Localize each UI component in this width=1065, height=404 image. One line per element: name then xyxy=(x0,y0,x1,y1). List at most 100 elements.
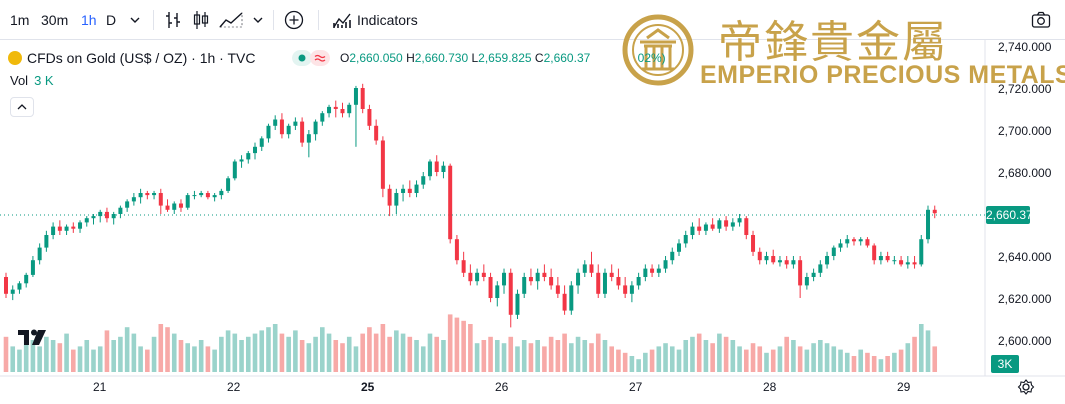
volume-bar xyxy=(64,333,69,372)
candle-body xyxy=(273,119,278,126)
volume-label: Vol xyxy=(10,73,29,88)
delayed-data-icon[interactable] xyxy=(310,50,330,66)
volume-bar xyxy=(367,327,372,372)
candle-body xyxy=(313,121,318,135)
candle-body xyxy=(57,226,62,231)
volume-bar xyxy=(97,346,103,372)
candle-body xyxy=(757,251,762,261)
chevron-down-icon[interactable] xyxy=(247,9,269,31)
interval-1m[interactable]: 1m xyxy=(10,12,30,28)
candle-body xyxy=(125,201,130,208)
candle-body xyxy=(300,121,305,143)
collapse-legend-button[interactable] xyxy=(10,97,34,117)
candle-body xyxy=(804,277,809,286)
candle-body xyxy=(64,226,69,231)
volume-bar xyxy=(232,333,238,372)
interval-30m[interactable]: 30m xyxy=(41,12,69,28)
indicators-button[interactable]: Indicators xyxy=(357,12,418,28)
market-open-indicator-icon[interactable] xyxy=(292,50,312,66)
volume-bar xyxy=(669,346,675,372)
volume-bar xyxy=(488,336,493,372)
candle-body xyxy=(394,193,399,206)
emperio-emblem-icon xyxy=(622,14,694,86)
low-value: 2,659.825 xyxy=(478,51,532,65)
candle-body xyxy=(232,161,237,179)
volume-bar xyxy=(37,346,42,372)
candle-body xyxy=(407,188,412,193)
toolbar-divider xyxy=(273,10,274,30)
add-compare-icon[interactable] xyxy=(283,9,305,31)
volume-bar xyxy=(690,336,695,372)
candles xyxy=(4,83,937,328)
candle-body xyxy=(602,272,607,294)
volume-bar xyxy=(272,324,278,372)
volume-bar xyxy=(844,352,850,372)
volume-bar xyxy=(602,340,608,372)
volume-bar xyxy=(50,340,56,372)
candle-body xyxy=(656,268,661,273)
candle-body xyxy=(414,184,419,193)
candles-icon[interactable] xyxy=(190,9,212,31)
volume-bar xyxy=(306,343,312,372)
interval-1h[interactable]: 1h xyxy=(81,12,97,28)
toolbar-divider xyxy=(318,10,319,30)
chevron-down-icon[interactable] xyxy=(124,9,146,31)
volume-bar xyxy=(225,330,231,372)
volume-bar xyxy=(555,340,561,372)
time-tick: 28 xyxy=(763,380,777,394)
volume-bar xyxy=(616,349,621,372)
volume-bar xyxy=(192,346,197,372)
volume-bar xyxy=(10,346,16,372)
candle-body xyxy=(360,88,365,109)
symbol-title[interactable]: CFDs on Gold (US$ / OZ) · 1h · TVC xyxy=(8,48,255,68)
candle-body xyxy=(219,190,224,196)
volume-bar xyxy=(898,349,904,372)
volume-bar xyxy=(293,330,298,372)
candle-body xyxy=(502,272,507,286)
candle-body xyxy=(111,214,116,219)
candle-body xyxy=(851,239,856,242)
candle-body xyxy=(858,239,863,242)
candle-body xyxy=(434,161,439,172)
volume-bar xyxy=(542,346,547,372)
candle-body xyxy=(919,239,924,265)
candle-body xyxy=(91,216,96,219)
volume-bar xyxy=(158,324,164,372)
low-label: L xyxy=(471,51,479,65)
candle-body xyxy=(10,289,15,294)
camera-icon[interactable] xyxy=(1030,9,1052,31)
volume-bar xyxy=(387,336,392,372)
price-chart[interactable] xyxy=(0,40,1065,404)
volume-bar xyxy=(313,336,318,372)
volume-bar xyxy=(118,336,123,372)
candle-body xyxy=(306,134,311,143)
candle-body xyxy=(791,260,796,265)
candle-body xyxy=(185,195,190,208)
time-tick: 29 xyxy=(897,380,911,394)
volume-bar xyxy=(710,343,715,372)
volume-bar xyxy=(205,346,211,372)
interval-D[interactable]: D xyxy=(106,12,117,28)
candle-body xyxy=(818,264,823,273)
volume-legend: Vol 3 K xyxy=(10,73,54,88)
candle-body xyxy=(609,272,614,277)
bar-chart-type-icon[interactable] xyxy=(162,9,184,31)
candle-body xyxy=(690,226,695,235)
candle-body xyxy=(677,243,681,252)
volume-bar xyxy=(3,336,9,372)
indicators-icon[interactable] xyxy=(331,9,353,31)
settings-gear-icon[interactable] xyxy=(1017,378,1035,396)
candle-body xyxy=(131,197,136,202)
volume-bar xyxy=(198,340,204,372)
candle-body xyxy=(71,226,76,229)
volume-bar xyxy=(703,340,709,372)
candle-body xyxy=(663,260,668,269)
high-value: 2,660.730 xyxy=(414,51,469,65)
high-label: H xyxy=(406,51,415,65)
candle-body xyxy=(461,260,466,273)
area-chart-icon[interactable] xyxy=(218,9,244,31)
candle-body xyxy=(522,277,527,294)
candle-body xyxy=(744,218,749,235)
volume-bar xyxy=(84,340,90,372)
volume-bar xyxy=(145,349,150,372)
